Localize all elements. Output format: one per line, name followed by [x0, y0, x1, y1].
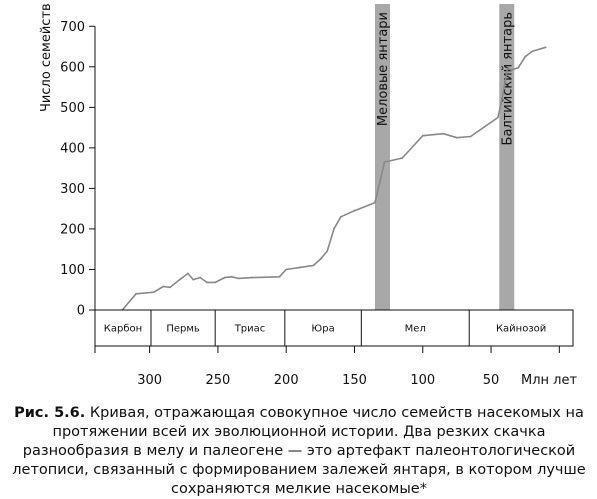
amber-bands: Меловые янтари Балтийский янтарь [374, 4, 515, 310]
amber-band-label-1: Меловые янтари [376, 12, 391, 126]
data-point [278, 275, 281, 278]
data-point [353, 209, 356, 212]
y-tick-label: 300 [60, 182, 85, 197]
data-point [178, 278, 181, 281]
insect-families-chart: Меловые янтари Балтийский янтарь 01002003… [39, 3, 577, 388]
y-tick-label: 0 [77, 304, 85, 319]
data-point [531, 50, 533, 53]
data-point [401, 157, 404, 159]
figure-caption: Рис. 5.6. Кривая, отражающая совокупное … [8, 404, 590, 499]
data-point [192, 278, 195, 281]
data-point [326, 250, 329, 253]
y-tick-label: 400 [60, 141, 85, 156]
data-point [186, 272, 189, 275]
data-point [544, 46, 547, 49]
y-tick-label: 500 [60, 101, 85, 116]
x-tick-label: 200 [274, 373, 299, 388]
data-point [312, 264, 315, 267]
amber-band-label-2: Балтийский янтарь [500, 12, 515, 145]
period-label-5: Мел [405, 324, 426, 335]
data-point [517, 66, 520, 69]
data-point [506, 67, 509, 70]
data-point [421, 134, 424, 137]
data-point [285, 268, 288, 271]
data-point [152, 291, 155, 294]
families-line [121, 46, 546, 311]
data-point [162, 285, 165, 288]
data-point [298, 266, 301, 269]
data-point [456, 136, 458, 139]
period-label-2: Пермь [166, 324, 200, 335]
x-tick-label: 100 [410, 373, 435, 388]
period-label-6: Кайнозой [496, 324, 546, 335]
data-point [135, 292, 137, 295]
axis-titles: Число семейств Млн лет [39, 3, 577, 388]
y-axis: 0 100 200 300 400 500 600 700 [60, 20, 96, 319]
data-point [374, 201, 376, 204]
data-point [501, 98, 503, 101]
amber-band-1 [374, 4, 390, 310]
data-line-layer [121, 46, 547, 311]
data-point [333, 228, 335, 230]
data-point [524, 55, 527, 58]
data-point [496, 116, 499, 119]
data-point [237, 277, 240, 280]
data-point [214, 281, 217, 284]
geologic-periods-bar: Карбон Пермь Триас Юра Мел Кайнозой [94, 309, 574, 347]
data-point [510, 69, 513, 71]
x-axis: 300 250 200 150 100 50 [94, 346, 560, 388]
data-point [206, 281, 208, 284]
period-label-1: Карбон [104, 324, 142, 335]
data-point [251, 276, 253, 279]
y-tick-label: 200 [60, 222, 85, 237]
x-tick-label: 300 [137, 373, 162, 388]
y-tick-label: 700 [60, 20, 85, 35]
data-point [442, 132, 445, 135]
period-label-4: Юра [311, 324, 334, 335]
data-point [383, 161, 386, 163]
data-point [223, 276, 226, 279]
y-tick-label: 100 [60, 263, 85, 278]
caption-text: Кривая, отражающая совокупное число семе… [12, 405, 586, 497]
data-point [339, 215, 342, 218]
data-point [230, 275, 233, 278]
x-tick-label: 150 [342, 373, 367, 388]
data-point [319, 258, 322, 261]
data-point [144, 292, 147, 294]
period-label-3: Триас [234, 324, 266, 335]
x-axis-title: Млн лет [521, 373, 577, 388]
data-point [469, 135, 472, 138]
data-point [169, 286, 172, 289]
x-tick-label: 50 [483, 373, 500, 388]
x-tick-label: 250 [206, 373, 231, 388]
caption-label: Рис. 5.6. [14, 405, 86, 421]
amber-band-2 [499, 4, 515, 310]
y-tick-label: 600 [60, 60, 85, 75]
y-axis-title: Число семейств [39, 3, 54, 112]
data-point [199, 276, 202, 279]
periods-frame [94, 309, 574, 347]
